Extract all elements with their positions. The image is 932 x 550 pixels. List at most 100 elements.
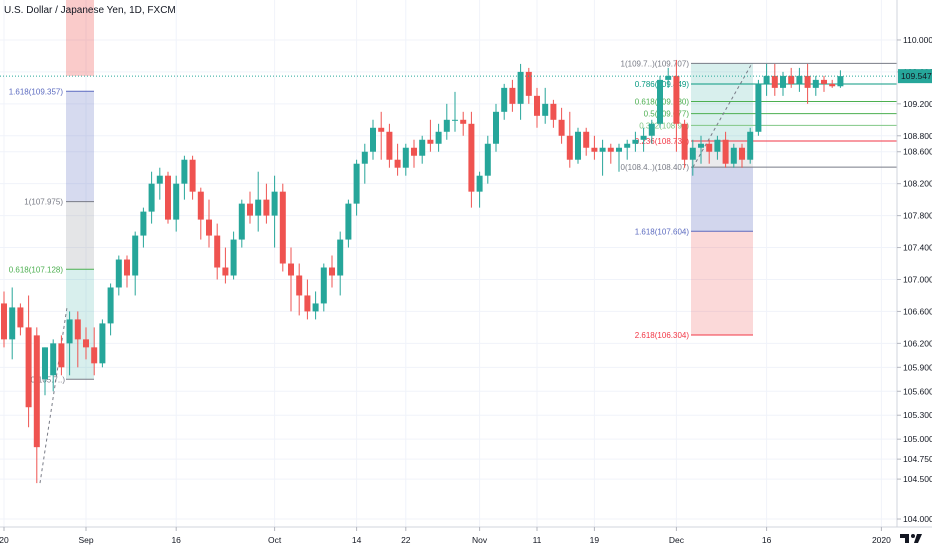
candle bbox=[657, 75, 663, 128]
candle-body bbox=[591, 147, 598, 152]
candle-body bbox=[566, 135, 573, 160]
candle-body bbox=[484, 143, 491, 176]
price-axis-label: 108.800 bbox=[903, 131, 932, 141]
candle bbox=[107, 283, 114, 336]
candle bbox=[747, 127, 754, 164]
candle bbox=[804, 63, 811, 104]
fib-right-zone-blue bbox=[691, 167, 753, 232]
candle-body bbox=[730, 147, 737, 164]
candle bbox=[624, 139, 631, 160]
fib-left-zone-gray bbox=[66, 201, 94, 270]
candle bbox=[452, 91, 458, 132]
time-axis-label: 14 bbox=[352, 535, 362, 545]
candle-body bbox=[329, 267, 335, 276]
candle bbox=[263, 183, 270, 224]
candle-body bbox=[353, 163, 360, 204]
last-price-badge bbox=[898, 69, 932, 84]
fib-left-level-label: 0.618(107.128) bbox=[9, 265, 64, 274]
price-axis-label: 106.200 bbox=[903, 338, 932, 348]
candle bbox=[230, 231, 237, 280]
candle-body bbox=[698, 143, 704, 148]
candle-body bbox=[739, 147, 745, 160]
price-axis-label: 110.000 bbox=[903, 35, 932, 45]
candle-body bbox=[706, 143, 713, 152]
candle bbox=[378, 111, 385, 160]
time-axis-label: 19 bbox=[590, 535, 600, 545]
tradingview-logo-icon bbox=[900, 534, 922, 543]
price-axis-label: 107.800 bbox=[903, 211, 932, 221]
price-axis-label: 105.900 bbox=[903, 362, 932, 372]
candle-body bbox=[780, 75, 786, 88]
price-axis-label: 104.750 bbox=[903, 454, 932, 464]
candle-body bbox=[337, 239, 344, 276]
candle bbox=[132, 231, 139, 296]
candle bbox=[435, 123, 442, 152]
time-axis-label: Dec bbox=[669, 535, 685, 545]
candle-body bbox=[214, 235, 221, 268]
candle-body bbox=[419, 139, 426, 156]
candle bbox=[411, 139, 417, 168]
candle bbox=[165, 171, 171, 224]
candle-body bbox=[575, 131, 581, 160]
candle bbox=[476, 171, 483, 208]
candle-body bbox=[279, 191, 286, 264]
candle bbox=[206, 199, 212, 248]
candle bbox=[509, 79, 516, 112]
fib-right-level-label: 0(108.4..)(108.407) bbox=[621, 163, 690, 172]
price-axis-label: 105.000 bbox=[903, 434, 932, 444]
time-axis-label: 2020 bbox=[872, 535, 891, 545]
candle-body bbox=[173, 183, 180, 220]
candle bbox=[460, 111, 467, 136]
candle bbox=[33, 327, 40, 484]
fib-right-level-label: 1.618(107.604) bbox=[635, 227, 690, 236]
fib-left-level-label: 1(107.975) bbox=[24, 198, 63, 207]
candle bbox=[558, 107, 565, 144]
time-axis-label: 11 bbox=[533, 535, 542, 545]
price-axis-label: 105.300 bbox=[903, 410, 932, 420]
candle-body bbox=[648, 123, 655, 136]
candle-body bbox=[501, 87, 508, 112]
candle bbox=[337, 231, 344, 296]
candle bbox=[361, 143, 368, 184]
candle bbox=[722, 131, 729, 168]
fib-right-level-label: 0.382(108.9..) bbox=[639, 121, 689, 130]
candle-body bbox=[66, 319, 73, 344]
candle bbox=[698, 135, 704, 164]
candle bbox=[197, 187, 204, 240]
candle-body bbox=[665, 75, 672, 80]
candle-body bbox=[17, 307, 24, 328]
candle bbox=[583, 127, 590, 156]
candle bbox=[66, 311, 73, 376]
candle-body bbox=[837, 76, 844, 87]
fib-right-level-label: 2.618(106.304) bbox=[635, 331, 690, 340]
time-axis-label: 16 bbox=[171, 535, 181, 545]
candle bbox=[493, 103, 499, 152]
candle bbox=[74, 311, 81, 368]
candle-body bbox=[493, 111, 499, 144]
candle-body bbox=[452, 119, 458, 121]
candle bbox=[427, 119, 434, 152]
candle-body bbox=[296, 275, 303, 296]
candle-body bbox=[796, 75, 803, 84]
candle bbox=[517, 63, 524, 120]
candle bbox=[288, 247, 294, 312]
candle bbox=[468, 111, 475, 208]
candle-body bbox=[206, 219, 212, 236]
candle bbox=[763, 63, 770, 96]
candle bbox=[91, 327, 98, 376]
candle-body bbox=[640, 135, 647, 140]
candle bbox=[771, 63, 778, 96]
candle-body bbox=[788, 75, 795, 84]
candle-body bbox=[755, 83, 762, 132]
candle-body bbox=[517, 71, 524, 104]
price-axis-label: 104.000 bbox=[903, 514, 932, 524]
candle-body bbox=[460, 119, 467, 124]
candle bbox=[550, 99, 557, 128]
candle-body bbox=[386, 131, 393, 160]
fib-right-level-label: 0.5(109.077) bbox=[644, 110, 690, 119]
candle-body bbox=[312, 303, 319, 312]
candle bbox=[829, 79, 836, 88]
candle bbox=[575, 127, 581, 164]
